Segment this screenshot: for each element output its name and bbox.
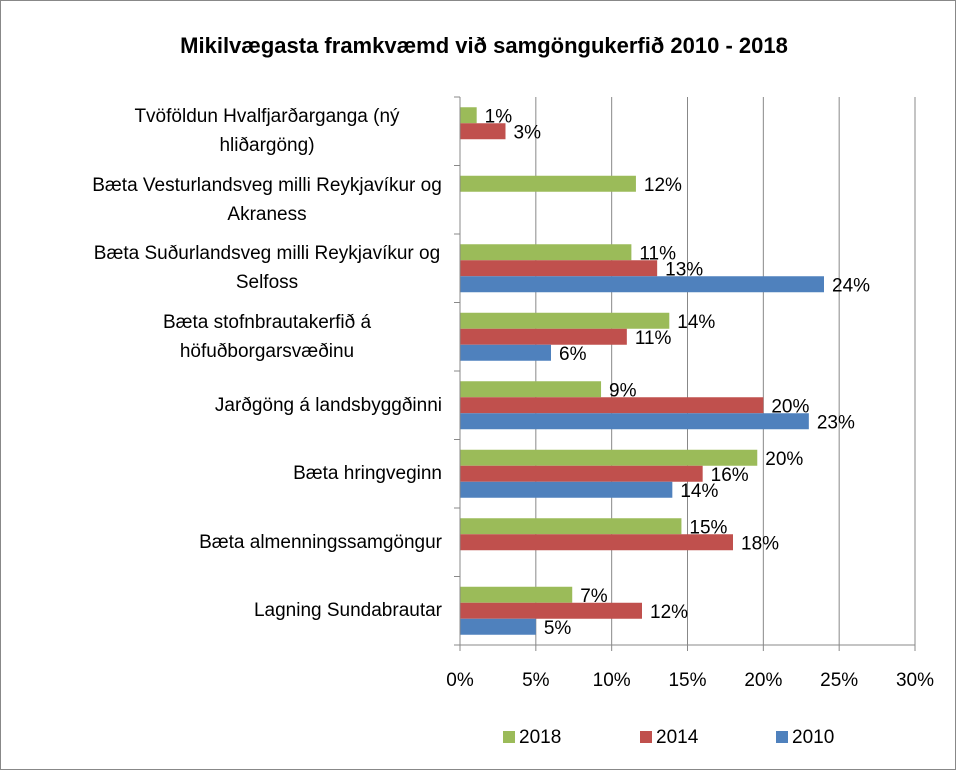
y-tick-label: Tvöföldun Hvalfjarðarganga (ný hliðargön…	[134, 106, 400, 157]
data-label: 13%	[665, 259, 703, 280]
data-label: 12%	[650, 602, 688, 623]
data-label: 12%	[644, 175, 682, 196]
legend-label: 2014	[656, 727, 699, 748]
category-label-box: Bæta Suðurlandsveg milli Reykjavíkur og …	[0, 234, 442, 303]
x-tick-label: 10%	[593, 670, 631, 691]
bar	[460, 602, 642, 619]
y-tick-label: Bæta hringveginn	[293, 463, 442, 485]
legend-swatch	[640, 731, 652, 743]
bar	[460, 260, 658, 277]
chart-title: Mikilvægasta framkvæmd við samgöngukerfi…	[180, 33, 788, 58]
y-tick-label: Lagning Sundabrautar	[253, 600, 442, 622]
legend-label: 2010	[792, 727, 834, 748]
category-label-box: Tvöföldun Hvalfjarðarganga (ný hliðargön…	[0, 97, 442, 166]
data-label: 18%	[741, 533, 779, 554]
bar	[460, 397, 764, 414]
bar	[460, 175, 636, 192]
data-label: 15%	[689, 517, 727, 538]
bar	[460, 344, 551, 361]
data-label: 23%	[817, 412, 855, 433]
bar	[460, 328, 627, 345]
data-label: 24%	[832, 275, 870, 296]
data-label: 9%	[609, 380, 637, 401]
data-label: 5%	[544, 618, 572, 639]
category-label-box: Bæta almenningssamgöngur	[0, 508, 442, 577]
y-tick-label: Jarðgöng á landsbyggðinni	[214, 394, 442, 416]
category-label-box: Jarðgöng á landsbyggðinni	[0, 371, 442, 440]
bar	[460, 449, 758, 466]
bar	[460, 107, 477, 124]
x-tick-label: 30%	[896, 670, 934, 691]
y-tick-label: Bæta stofnbrautakerfið á höfuðborgarsvæð…	[162, 311, 372, 362]
category-label-box: Bæta stofnbrautakerfið á höfuðborgarsvæð…	[0, 303, 442, 372]
bar	[460, 481, 673, 498]
data-label: 14%	[680, 481, 718, 502]
x-tick-label: 5%	[522, 670, 550, 691]
x-tick-label: 25%	[820, 670, 858, 691]
bar	[460, 518, 682, 535]
y-tick-label: Bæta almenningssamgöngur	[199, 531, 442, 553]
legend-swatch	[503, 731, 515, 743]
data-label: 16%	[711, 465, 749, 486]
data-label: 20%	[771, 396, 809, 417]
data-label: 11%	[635, 328, 672, 349]
bar	[460, 586, 573, 603]
data-label: 1%	[485, 106, 513, 127]
bar	[460, 312, 670, 329]
data-label: 11%	[639, 243, 676, 264]
data-label: 3%	[514, 122, 542, 143]
bar	[460, 244, 632, 261]
data-label: 20%	[765, 449, 803, 470]
x-tick-label: 20%	[744, 670, 782, 691]
bar	[460, 276, 824, 293]
legend-swatch	[776, 731, 788, 743]
y-tick-label: Bæta Vesturlandsveg milli Reykjavíkur og…	[92, 174, 442, 225]
x-tick-label: 0%	[446, 670, 474, 691]
y-tick-label: Bæta Suðurlandsveg milli Reykjavíkur og …	[93, 243, 441, 294]
legend-label: 2018	[519, 727, 561, 748]
bar	[460, 465, 703, 482]
x-tick-label: 15%	[668, 670, 706, 691]
category-label-box: Bæta Vesturlandsveg milli Reykjavíkur og…	[0, 166, 442, 235]
bar	[460, 534, 733, 551]
bar	[460, 381, 602, 398]
data-label: 6%	[559, 344, 587, 365]
category-label-box: Bæta hringveginn	[0, 440, 442, 509]
data-label: 7%	[580, 586, 608, 607]
category-label-box: Lagning Sundabrautar	[0, 577, 442, 646]
bar	[460, 123, 506, 140]
bar	[460, 413, 809, 430]
data-label: 14%	[677, 312, 715, 333]
bar	[460, 618, 536, 635]
